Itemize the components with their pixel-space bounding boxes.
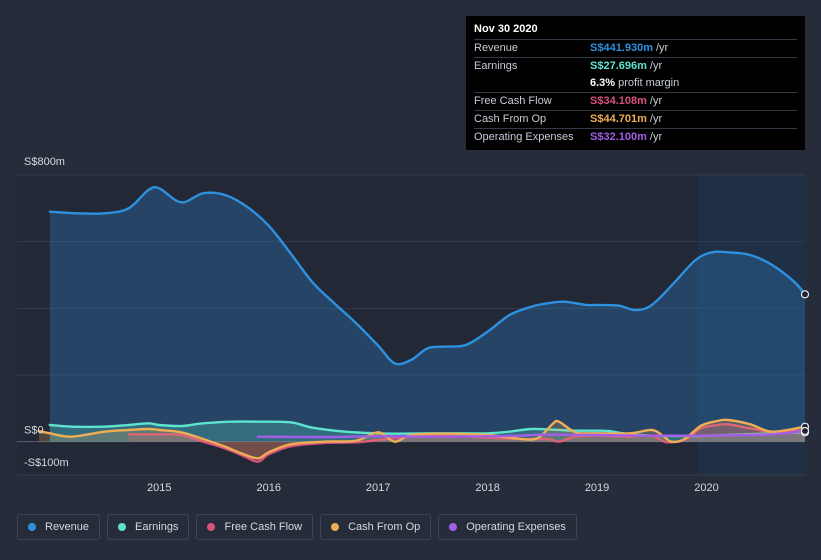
operating-expenses-dot-icon (449, 523, 458, 531)
tooltip-value: S$32.100m (590, 131, 647, 143)
revenue-end-marker (800, 290, 810, 299)
grid-lines (17, 174, 805, 476)
operating-expenses-line (256, 429, 805, 439)
chart-legend: Revenue Earnings Free Cash Flow Cash Fro… (17, 514, 577, 542)
tooltip-value: S$44.701m (590, 113, 647, 125)
axis-labels: S$800m S$0 -S$100m 2015 2016 2017 2018 2019 2020 (24, 156, 719, 494)
tooltip-unit: /yr (649, 113, 663, 125)
tooltip-unit: /yr (649, 131, 663, 143)
revenue-dot-icon (28, 523, 36, 531)
x-tick-label: 2020 (694, 482, 718, 494)
tooltip-row-operating-expenses: Operating Expenses S$32.100m /yr (474, 128, 797, 146)
tooltip-label (474, 75, 590, 92)
legend-item-earnings[interactable]: Earnings (107, 514, 190, 540)
legend-label: Operating Expenses (466, 521, 566, 533)
free-cash-flow-area (128, 424, 805, 462)
legend-item-operating-expenses[interactable]: Operating Expenses (438, 514, 577, 540)
tooltip-label: Cash From Op (474, 113, 547, 125)
x-tick-label: 2018 (475, 482, 499, 494)
series-layer (37, 185, 805, 463)
legend-label: Free Cash Flow (224, 521, 303, 533)
legend-label: Earnings (135, 521, 179, 533)
financials-chart: S$800m S$0 -S$100m 2015 2016 2017 2018 2019 2020 (17, 156, 810, 494)
earnings-dot-icon (118, 523, 127, 531)
tooltip-unit: /yr (649, 60, 663, 72)
legend-item-revenue[interactable]: Revenue (17, 514, 101, 540)
tooltip-label: Earnings (474, 60, 518, 72)
tooltip-row-cash-from-op: Cash From Op S$44.701m /yr (474, 110, 797, 128)
tooltip-row-revenue: Revenue S$441.930m /yr (474, 39, 797, 57)
x-tick-label: 2016 (256, 482, 280, 494)
revenue-line (48, 185, 805, 366)
cash-from-op-line (37, 418, 805, 460)
x-tick-label: 2019 (585, 482, 609, 494)
tooltip-value: 6.3% (590, 77, 616, 89)
x-tick-label: 2015 (147, 482, 171, 494)
tooltip-unit: /yr (656, 42, 669, 54)
tooltip-unit: /yr (649, 95, 663, 107)
hover-markers (800, 290, 810, 437)
legend-item-cash-from-op[interactable]: Cash From Op (320, 514, 432, 540)
free-cash-flow-line (127, 422, 805, 463)
x-tick-label: 2017 (366, 482, 390, 494)
legend-label: Revenue (45, 521, 90, 533)
tooltip-row-earnings: Earnings S$27.696m /yr (474, 57, 797, 75)
revenue-area (49, 187, 805, 442)
tooltip-unit: profit margin (618, 77, 680, 89)
plot-background (17, 175, 805, 475)
tooltip-value: S$441.930m (590, 42, 653, 54)
tooltip-label: Revenue (474, 42, 519, 54)
y-tick-label: S$0 (24, 425, 44, 437)
tooltip-row-profit-margin: 6.3% profit margin (474, 75, 797, 92)
tooltip-label: Free Cash Flow (474, 95, 552, 107)
data-tooltip: Nov 30 2020 Revenue S$441.930m /yr Earni… (466, 16, 805, 150)
tooltip-row-free-cash-flow: Free Cash Flow S$34.108m /yr (474, 92, 797, 110)
free-cash-flow-dot-icon (207, 523, 216, 531)
tooltip-value: S$27.696m (590, 60, 647, 72)
y-tick-label: S$800m (24, 156, 65, 168)
y-tick-label: -S$100m (24, 457, 69, 469)
tooltip-value: S$34.108m (590, 95, 647, 107)
operating-expenses-end-marker (800, 426, 810, 436)
tooltip-date: Nov 30 2020 (474, 23, 538, 35)
legend-label: Cash From Op (348, 521, 421, 533)
legend-item-free-cash-flow[interactable]: Free Cash Flow (196, 514, 314, 540)
tooltip-label: Operating Expenses (474, 131, 574, 143)
cash-from-op-dot-icon (331, 523, 340, 531)
